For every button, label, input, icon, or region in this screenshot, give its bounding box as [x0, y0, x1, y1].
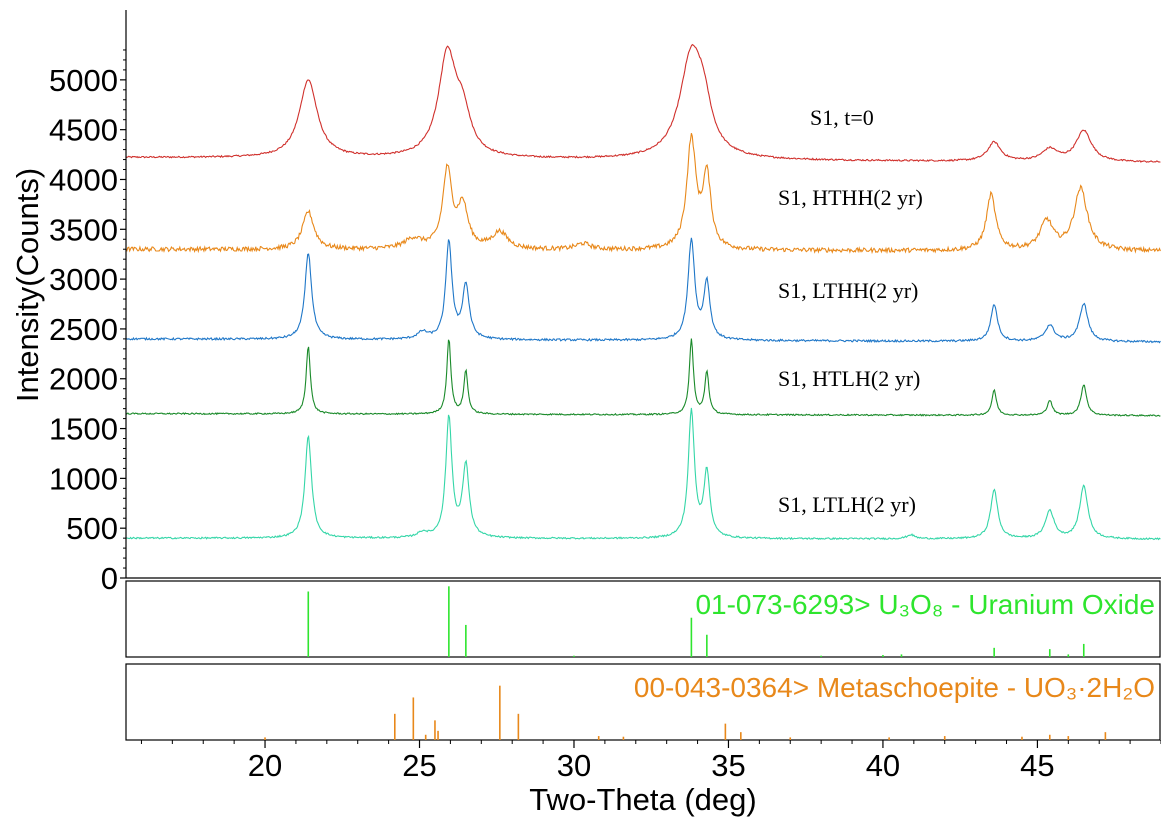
- x-tick-label: 45: [1020, 748, 1054, 783]
- series-label-2: S1, HTHH(2 yr): [778, 185, 923, 210]
- y-tick-label: 1000: [49, 461, 118, 496]
- reference-panel-1: 01-073-6293> U₃O₈ - Uranium Oxide: [125, 580, 1161, 658]
- x-tick-label: 20: [248, 748, 282, 783]
- series-line-4: [125, 338, 1161, 417]
- reference-label-2: 00-043-0364> Metaschoepite - UO₃·2H₂O: [634, 672, 1155, 703]
- x-axis-label: Two-Theta (deg): [529, 782, 756, 817]
- x-tick-label: 30: [557, 748, 591, 783]
- y-tick-label: 2500: [49, 312, 118, 347]
- reference-panel-frame: [125, 663, 1161, 741]
- y-tick-label: 5000: [49, 63, 118, 98]
- reference-label-1: 01-073-6293> U₃O₈ - Uranium Oxide: [695, 589, 1155, 620]
- series-line-1: [125, 43, 1161, 163]
- reference-panels: 01-073-6293> U₃O₈ - Uranium Oxide 00-043-…: [125, 580, 1161, 741]
- series-label-4: S1, HTLH(2 yr): [778, 366, 920, 391]
- axes: 0 500 1000 1500 2000 2500 3000 3500 4000 4500 5000…: [49, 10, 1161, 783]
- reference-panel-2: 00-043-0364> Metaschoepite - UO₃·2H₂O: [125, 663, 1161, 741]
- series-label-3: S1, LTHH(2 yr): [778, 278, 918, 303]
- y-tick-label: 1500: [49, 412, 118, 447]
- series-label-5: S1, LTLH(2 yr): [778, 492, 916, 517]
- series-line-5: [125, 407, 1161, 541]
- y-tick-label: 500: [66, 511, 118, 546]
- series-label-1: S1, t=0: [810, 105, 874, 130]
- y-tick-label: 0: [101, 561, 118, 596]
- series-line-2: [125, 133, 1161, 255]
- series-line-3: [125, 237, 1161, 344]
- x-tick-label: 40: [866, 748, 900, 783]
- y-axis-label: Intensity(Counts): [10, 168, 45, 402]
- y-tick-label: 3000: [49, 262, 118, 297]
- reference-panel-frame: [125, 580, 1161, 658]
- y-tick-label: 2000: [49, 362, 118, 397]
- y-tick-label: 3500: [49, 212, 118, 247]
- series-group: S1, t=0 S1, HTHH(2 yr) S1, LTHH(2 yr) S1, H…: [125, 43, 1161, 541]
- y-tick-label: 4000: [49, 162, 118, 197]
- y-tick-label: 4500: [49, 113, 118, 148]
- x-tick-label: 25: [402, 748, 436, 783]
- x-tick-label: 35: [711, 748, 745, 783]
